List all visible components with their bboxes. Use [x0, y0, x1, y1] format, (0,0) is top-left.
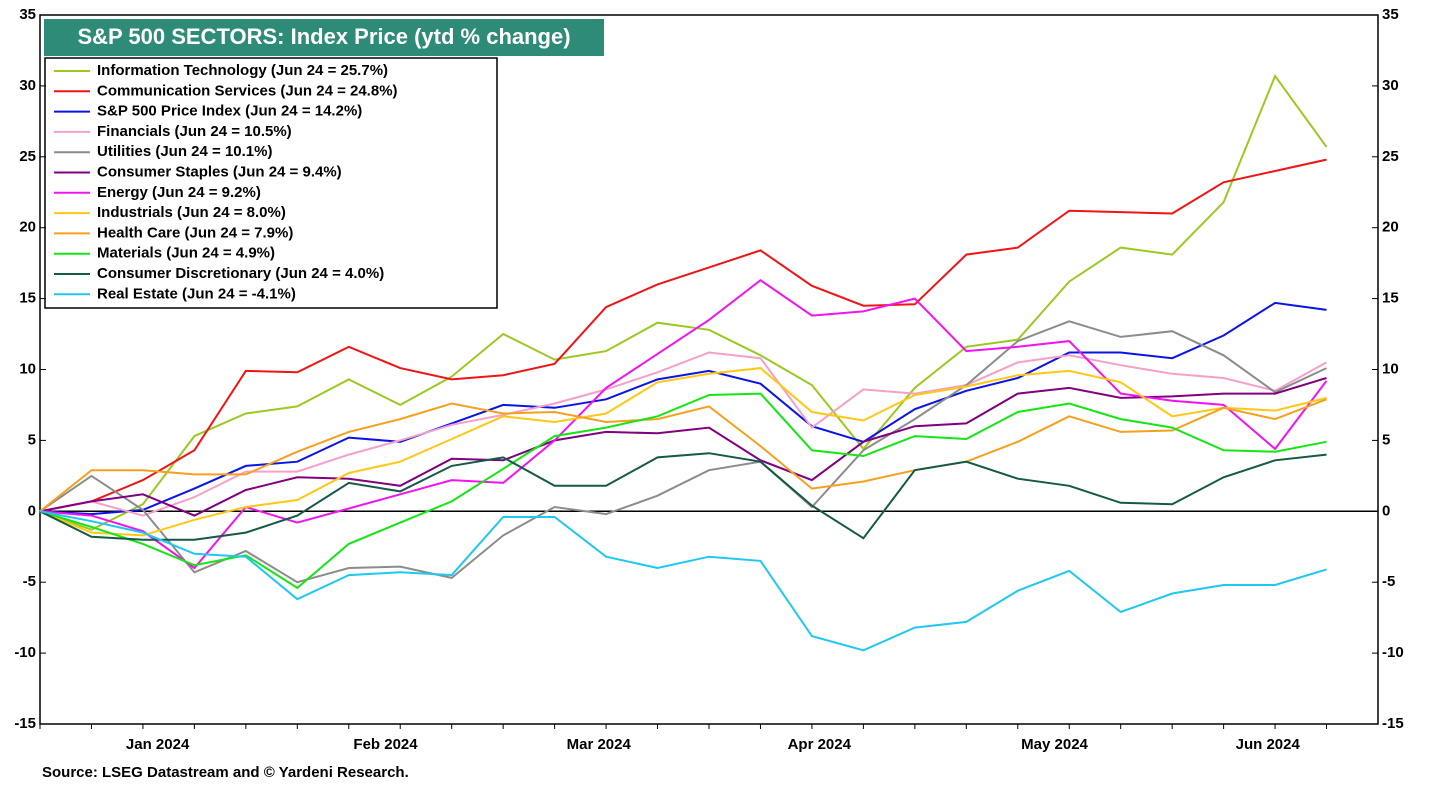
- y2-tick-label: -10: [1382, 644, 1404, 661]
- y-tick-label: 0: [28, 502, 36, 519]
- series-line: [39, 320, 1327, 584]
- legend-label: Utilities (Jun 24 = 10.1%): [97, 143, 272, 160]
- plot-area: -15 -15 -10 -10 -5 -5 0 0 5 5 10 10 15 15 20 20 25 25 30 30…: [14, 6, 1403, 753]
- legend-label: Information Technology (Jun 24 = 25.7%): [97, 62, 388, 79]
- y2-tick-label: -15: [1382, 715, 1404, 732]
- x-tick-label: Mar 2024: [567, 736, 632, 753]
- series-line: [39, 452, 1327, 541]
- y-tick-label: 15: [19, 290, 36, 307]
- x-tick-label: Apr 2024: [788, 736, 852, 753]
- series-line: [39, 392, 1327, 590]
- legend-label: S&P 500 Price Index (Jun 24 = 14.2%): [97, 103, 362, 120]
- legend-label: Materials (Jun 24 = 4.9%): [97, 245, 275, 262]
- series-line: [39, 278, 1328, 570]
- legend-label: Consumer Staples (Jun 24 = 9.4%): [97, 163, 342, 180]
- legend-label: Financials (Jun 24 = 10.5%): [97, 123, 292, 140]
- chart-title: S&P 500 SECTORS: Index Price (ytd % chan…: [77, 24, 570, 49]
- y2-tick-label: 0: [1382, 502, 1390, 519]
- y2-tick-label: 15: [1382, 290, 1399, 307]
- legend-label: Industrials (Jun 24 = 8.0%): [97, 204, 286, 221]
- x-tick-label: Feb 2024: [353, 736, 418, 753]
- legend-label: Energy (Jun 24 = 9.2%): [97, 184, 261, 201]
- series-line: [39, 158, 1327, 513]
- y-tick-label: -5: [23, 573, 36, 590]
- series-line: [39, 367, 1327, 537]
- title-box: [44, 19, 604, 56]
- y-tick-label: 10: [19, 360, 36, 377]
- series-line: [39, 377, 1327, 517]
- source-note: Source: LSEG Datastream and © Yardeni Re…: [42, 764, 409, 781]
- y-tick-label: 5: [28, 431, 36, 448]
- y-tick-label: -10: [14, 644, 36, 661]
- series-line: [39, 301, 1327, 516]
- series-line: [39, 351, 1327, 517]
- series-line: [39, 398, 1327, 513]
- y-tick-label: 20: [19, 219, 36, 236]
- y-tick-label: 25: [19, 148, 36, 165]
- y2-tick-label: 30: [1382, 77, 1399, 94]
- series-line: [39, 510, 1327, 652]
- legend-label: Consumer Discretionary (Jun 24 = 4.0%): [97, 265, 384, 282]
- y-tick-label: 35: [19, 6, 36, 23]
- legend-box: [44, 57, 498, 309]
- y2-tick-label: 10: [1382, 360, 1399, 377]
- y2-tick-label: 20: [1382, 219, 1399, 236]
- y-tick-label: -15: [14, 715, 36, 732]
- x-tick-label: Jun 2024: [1236, 736, 1301, 753]
- y2-tick-label: 25: [1382, 148, 1399, 165]
- legend-label: Communication Services (Jun 24 = 24.8%): [97, 82, 398, 99]
- x-tick-label: Jan 2024: [126, 736, 190, 753]
- y2-tick-label: 35: [1382, 6, 1399, 23]
- legend: Information Technology (Jun 24 = 25.7%) C…: [54, 62, 398, 302]
- y-tick-label: 30: [19, 77, 36, 94]
- y2-tick-label: -5: [1382, 573, 1395, 590]
- x-tick-label: May 2024: [1021, 736, 1088, 753]
- y2-tick-label: 5: [1382, 431, 1390, 448]
- legend-label: Real Estate (Jun 24 = -4.1%): [97, 285, 296, 302]
- legend-label: Health Care (Jun 24 = 7.9%): [97, 224, 293, 241]
- series-line: [39, 73, 1328, 531]
